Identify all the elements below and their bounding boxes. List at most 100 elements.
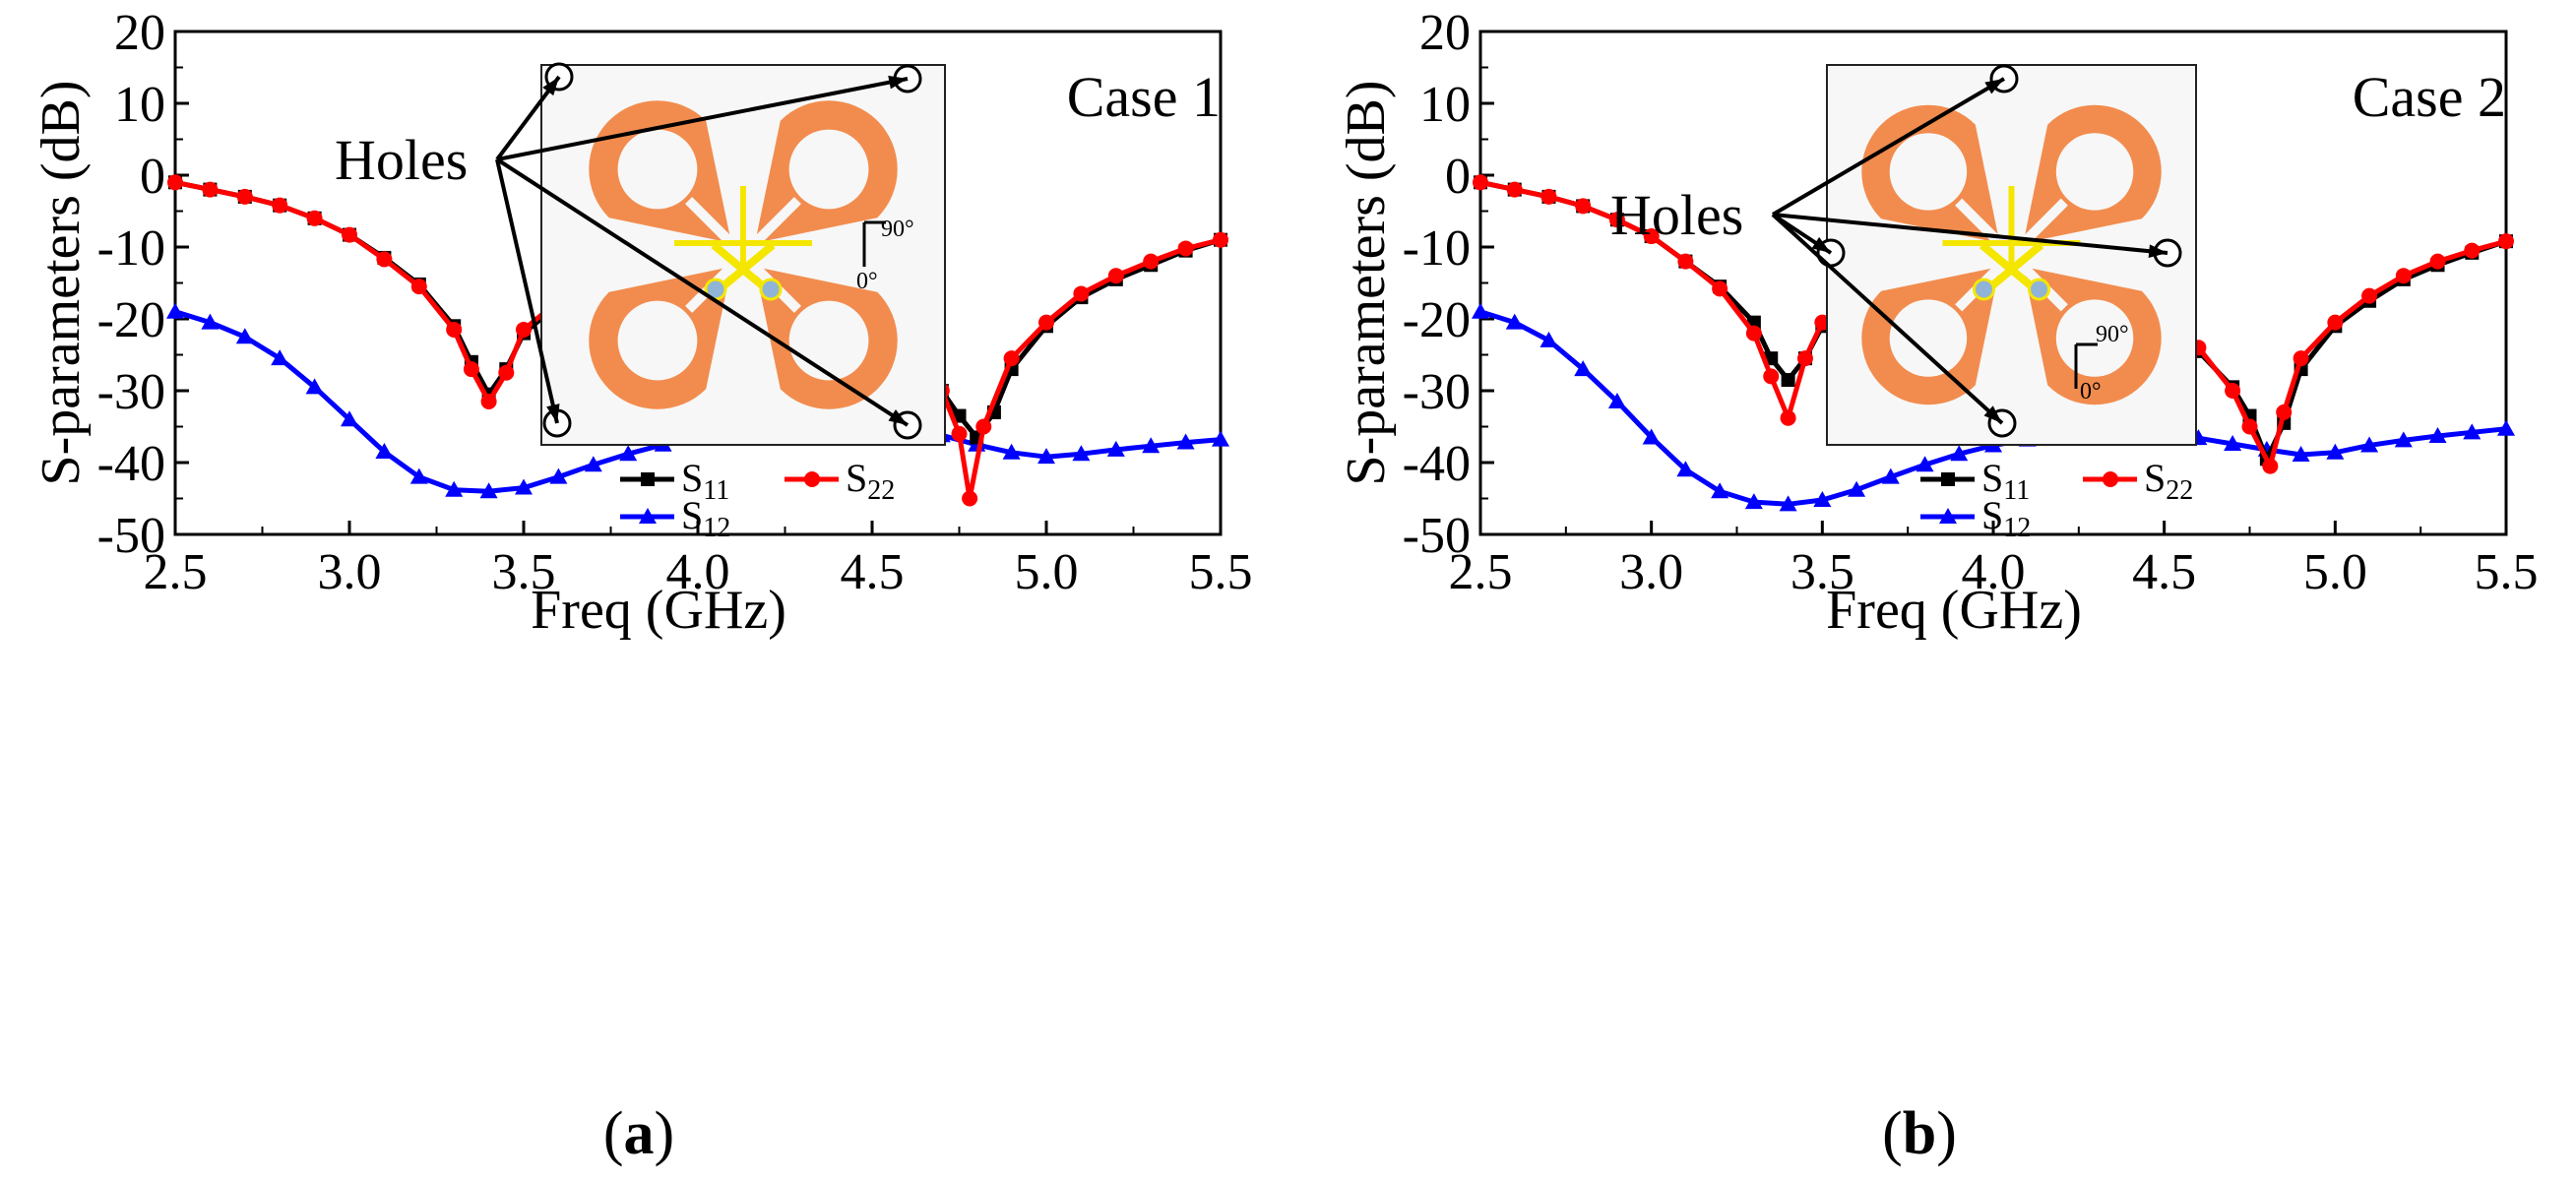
x-tick-label: 5.5: [2475, 544, 2539, 600]
data-point: [2326, 443, 2345, 460]
data-point: [516, 321, 532, 338]
leaf-slot: [617, 300, 698, 381]
data-point: [962, 490, 978, 507]
data-point: [2276, 404, 2293, 420]
feed-network: [674, 186, 812, 301]
panel-b: 2.5 3.0 3.5 4.0 4.5 5.0 5.5 20 10 0 -10 -20 -30 -40 -5…: [1336, 5, 2539, 1167]
antenna-inset-b: Holes 90° 0°: [1610, 64, 2197, 446]
data-point: [375, 443, 394, 460]
data-point: [167, 174, 183, 191]
data-point: [1003, 350, 1020, 367]
holes-arrow: [496, 77, 909, 161]
data-point: [202, 181, 219, 198]
y-tick-label: -20: [97, 292, 165, 348]
data-point: [1813, 490, 1832, 507]
y-tick-label: -30: [1403, 364, 1471, 420]
arrow-head: [1984, 79, 2004, 94]
holes-arrow: [1771, 213, 2004, 425]
legend-label: S22: [2144, 456, 2193, 506]
data-point: [1506, 181, 1523, 198]
data-point: [2360, 436, 2379, 453]
leaf-slot: [1889, 133, 1968, 211]
x-tick-label: 4.0: [1962, 544, 2026, 600]
legend-item-s11: S11: [1920, 456, 2030, 506]
data-point: [1779, 495, 1797, 512]
holes-arrow: [1771, 77, 2006, 217]
data-point: [376, 251, 393, 268]
legend-marker: [1939, 508, 1957, 524]
leaf-slot: [2055, 133, 2134, 211]
data-point: [2429, 253, 2446, 270]
data-point: [1177, 240, 1194, 257]
orientation-indicator: 90° 0°: [2074, 322, 2129, 404]
data-point: [1676, 461, 1695, 477]
angle-90-label: 90°: [881, 217, 914, 242]
data-point: [1950, 445, 1969, 462]
data-point: [1848, 480, 1866, 497]
data-point: [1607, 392, 1626, 408]
data-point: [549, 467, 568, 484]
y-tick-label: 0: [140, 149, 165, 205]
orientation-indicator: 90° 0°: [856, 217, 914, 294]
data-point: [2464, 242, 2481, 259]
data-point: [480, 393, 497, 409]
feed-port: [759, 278, 783, 301]
data-point: [2262, 458, 2279, 474]
data-point: [341, 410, 358, 427]
data-point: [166, 302, 184, 319]
data-point: [272, 197, 288, 214]
arrow-head: [2148, 244, 2168, 259]
data-point: [409, 467, 428, 484]
data-point: [2293, 350, 2309, 367]
data-point: [1213, 231, 1228, 248]
x-tick-label: 4.5: [2132, 544, 2196, 600]
data-point: [1106, 440, 1125, 457]
data-point: [1711, 482, 1729, 499]
y-tick-label: -40: [97, 436, 165, 492]
y-tick-label: -30: [97, 364, 165, 420]
data-point: [951, 425, 968, 442]
data-point: [619, 445, 638, 462]
x-tick-label: 3.0: [1619, 544, 1683, 600]
data-point: [2224, 435, 2242, 452]
legend-item-s22: S22: [2083, 456, 2193, 506]
data-point: [2463, 423, 2482, 440]
x-tick-label: 3.0: [318, 544, 382, 600]
data-point: [1505, 313, 1524, 330]
arrow-head: [1811, 236, 1831, 253]
data-point: [236, 188, 253, 205]
x-tick-label: 5.0: [1015, 544, 1079, 600]
data-point: [1038, 314, 1054, 331]
holes-arrow: [1772, 213, 2168, 255]
y-tick-label: 20: [114, 5, 165, 61]
data-point: [1745, 325, 1762, 342]
y-tick-label: -20: [1403, 292, 1471, 348]
antenna-inset-a: Holes 90° 0°: [335, 62, 946, 446]
legend-item-s12: S12: [620, 493, 730, 543]
data-point: [1881, 467, 1900, 484]
data-point: [271, 349, 289, 366]
data-point: [479, 482, 498, 499]
leaf-slot: [788, 300, 869, 381]
angle-90-label: 90°: [2096, 322, 2129, 347]
panel-letter: b: [1903, 1100, 1936, 1167]
data-point: [342, 226, 357, 243]
y-tick-label: -10: [1403, 220, 1471, 277]
feed-network: [1942, 186, 2081, 301]
x-axis-label: Freq (GHz): [1826, 580, 2082, 641]
angle-0-label: 0°: [856, 269, 878, 294]
y-tick-label: -50: [1403, 508, 1471, 564]
data-point: [1107, 268, 1124, 284]
x-tick-label: 3.5: [492, 544, 556, 600]
data-point: [1473, 174, 1488, 191]
legend-item-s22: S22: [785, 456, 895, 506]
data-point: [2225, 383, 2241, 399]
data-point: [1472, 302, 1489, 319]
data-point: [235, 328, 254, 344]
data-point: [2327, 314, 2344, 331]
legend-marker: [1941, 472, 1955, 486]
y-tick-label: 10: [114, 77, 165, 133]
y-tick-label: -50: [97, 508, 165, 564]
feed-port: [1973, 278, 1995, 301]
